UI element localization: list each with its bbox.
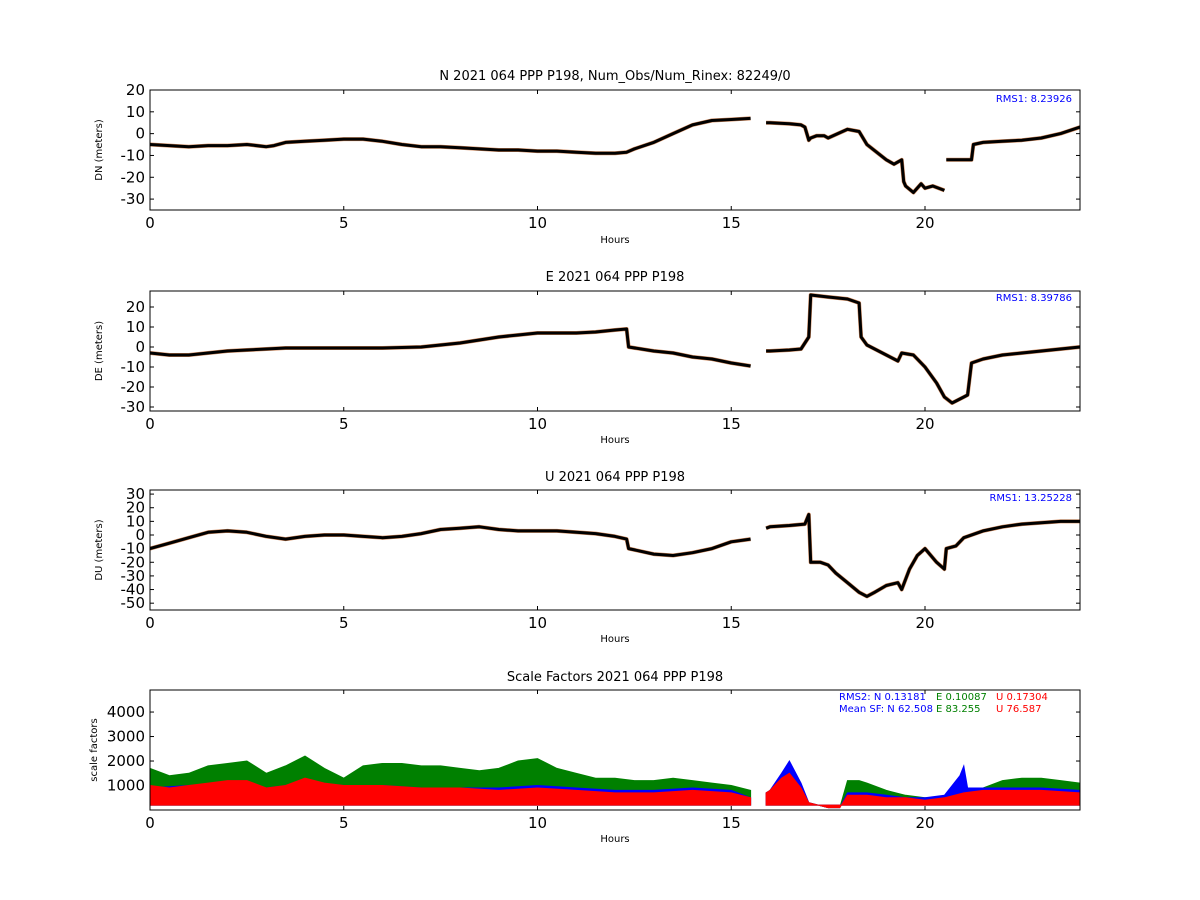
panel-up-rms: RMS1: 13.25228 xyxy=(989,493,1072,504)
x-tick-label: 10 xyxy=(528,614,547,632)
x-tick-label: 5 xyxy=(339,614,349,632)
panel-east-title: E 2021 064 PPP P198 xyxy=(546,270,685,285)
sf-series-u xyxy=(765,772,1080,809)
y-tick-label: 20 xyxy=(126,298,145,316)
x-tick-label: 5 xyxy=(339,814,349,832)
y-tick-label: 30 xyxy=(126,485,145,503)
sf-annotation-text: RMS2: N 0.13181 xyxy=(839,692,926,703)
panel-up-title: U 2021 064 PPP P198 xyxy=(545,470,685,485)
y-tick-label: -10 xyxy=(121,540,146,558)
panel-up-frame xyxy=(149,489,1081,611)
x-tick-label: 0 xyxy=(145,614,155,632)
panel-east-xlabel: Hours xyxy=(600,435,629,446)
y-tick-label: 0 xyxy=(135,338,145,356)
x-tick-label: 0 xyxy=(145,214,155,232)
sf-annotation-text: U 76.587 xyxy=(996,704,1042,715)
panel-east-ylabel: DE (meters) xyxy=(94,321,105,381)
x-tick-label: 20 xyxy=(915,415,934,433)
y-tick-label: 2000 xyxy=(107,752,145,770)
panel-east-frame xyxy=(149,290,1081,412)
series-outlier-trace xyxy=(946,125,1080,162)
series-outlier-trace xyxy=(150,327,751,368)
series-outlier-trace xyxy=(765,512,1080,599)
series-line xyxy=(766,121,945,194)
x-tick-label: 20 xyxy=(915,214,934,232)
y-tick-label: 20 xyxy=(126,499,145,517)
sf-annotation-text: Mean SF: N 62.508 xyxy=(839,704,933,715)
y-tick-label: -10 xyxy=(121,358,146,376)
series-line xyxy=(946,125,1080,162)
panel-north-rms: RMS1: 8.23926 xyxy=(996,94,1072,105)
y-tick-label: 10 xyxy=(126,512,145,530)
x-tick-label: 20 xyxy=(915,614,934,632)
panel-sf-title: Scale Factors 2021 064 PPP P198 xyxy=(507,670,723,685)
y-tick-label: -50 xyxy=(121,594,146,612)
x-tick-label: 15 xyxy=(722,814,741,832)
panel-east: E 2021 064 PPP P198 0 5 10 15 20 -30 -20 -10 0 10… xyxy=(94,270,1081,446)
x-tick-label: 15 xyxy=(722,614,741,632)
sf-series-u xyxy=(150,777,752,806)
series-line xyxy=(150,525,751,557)
panel-north-title: N 2021 064 PPP P198, Num_Obs/Num_Rinex: … xyxy=(439,69,790,84)
series-line xyxy=(766,293,1080,405)
x-tick-label: 5 xyxy=(339,214,349,232)
y-tick-label: -20 xyxy=(121,378,146,396)
series-line xyxy=(765,513,1080,598)
y-tick-label: 0 xyxy=(135,526,145,544)
sf-annotation-text: E 83.255 xyxy=(936,704,981,715)
x-tick-label: 15 xyxy=(722,415,741,433)
y-tick-label: -20 xyxy=(121,168,146,186)
y-tick-label: -30 xyxy=(121,398,146,416)
panel-up: U 2021 064 PPP P198 0 5 10 15 20 -50-40-30-20… xyxy=(94,470,1081,645)
series-line xyxy=(150,116,751,155)
y-tick-label: 0 xyxy=(135,125,145,143)
panel-north: N 2021 064 PPP P198, Num_Obs/Num_Rinex: … xyxy=(94,69,1081,246)
panel-scale-factors: Scale Factors 2021 064 PPP P198 0 5 10 15 20… xyxy=(89,670,1081,845)
y-tick-label: 10 xyxy=(126,318,145,336)
panel-sf-xlabel: Hours xyxy=(600,834,629,845)
panel-up-xlabel: Hours xyxy=(600,634,629,645)
panel-north-ylabel: DN (meters) xyxy=(94,119,105,181)
panel-up-ylabel: DU (meters) xyxy=(94,519,105,580)
y-tick-label: 1000 xyxy=(107,777,145,795)
x-tick-label: 0 xyxy=(145,814,155,832)
series-line xyxy=(150,327,751,368)
panel-north-frame xyxy=(149,89,1081,211)
panel-east-rms: RMS1: 8.39786 xyxy=(996,293,1072,304)
x-tick-label: 10 xyxy=(528,814,547,832)
panel-sf-ylabel: scale factors xyxy=(89,718,100,781)
x-tick-label: 10 xyxy=(528,214,547,232)
y-tick-label: -40 xyxy=(121,581,146,599)
y-tick-label: -10 xyxy=(121,146,146,164)
y-tick-label: 10 xyxy=(126,103,145,121)
y-tick-label: -20 xyxy=(121,553,146,571)
series-outlier-trace xyxy=(766,293,1080,405)
x-tick-label: 20 xyxy=(915,814,934,832)
x-tick-label: 10 xyxy=(528,415,547,433)
x-tick-label: 15 xyxy=(722,214,741,232)
sf-annotation-text: E 0.10087 xyxy=(936,692,987,703)
series-outlier-trace xyxy=(766,120,946,195)
y-tick-label: 4000 xyxy=(107,703,145,721)
panel-sf-annotation: RMS2: N 0.13181 E 0.10087 U 0.17304 Mean SF… xyxy=(839,692,1048,715)
panel-north-xlabel: Hours xyxy=(600,235,629,246)
y-tick-label: -30 xyxy=(121,567,146,585)
y-tick-label: -30 xyxy=(121,190,146,208)
y-tick-label: 20 xyxy=(126,81,145,99)
panel-sf-frame xyxy=(149,689,1081,811)
y-tick-label: 3000 xyxy=(107,728,145,746)
x-tick-label: 0 xyxy=(145,415,155,433)
x-tick-label: 5 xyxy=(339,415,349,433)
sf-annotation-text: U 0.17304 xyxy=(996,692,1048,703)
